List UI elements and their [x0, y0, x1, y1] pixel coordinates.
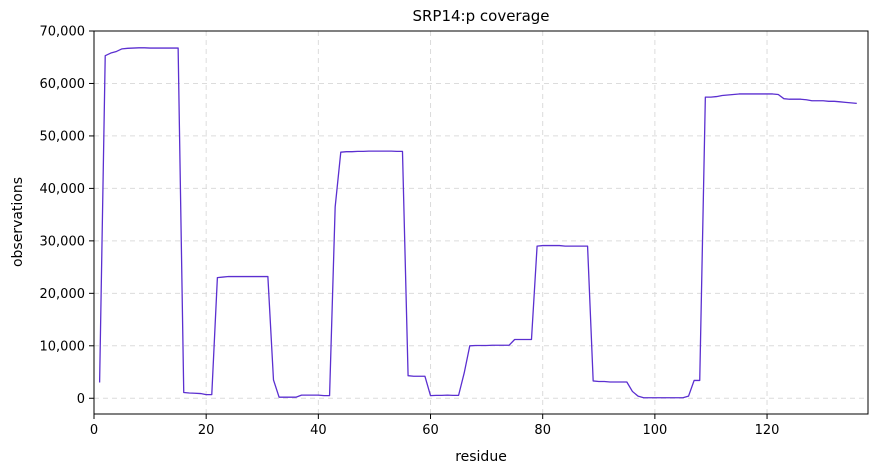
- x-tick-label: 60: [422, 423, 439, 438]
- x-tick-label: 20: [198, 423, 215, 438]
- y-axis-title: observations: [10, 177, 26, 267]
- x-tick-label: 0: [90, 423, 98, 438]
- data-layer: [98, 47, 857, 399]
- gridlines: [94, 30, 868, 414]
- x-tick-label: 120: [755, 423, 780, 438]
- y-tick-label: 10,000: [40, 339, 86, 354]
- y-tick-label: 40,000: [40, 182, 86, 197]
- x-tick-label: 40: [310, 423, 327, 438]
- coverage-line: [98, 47, 857, 399]
- x-axis-ticks: 0 20 40 60 80 100 120: [90, 414, 780, 438]
- y-tick-label: 50,000: [40, 129, 86, 144]
- x-tick-label: 80: [534, 423, 551, 438]
- x-axis-title: residue: [455, 449, 507, 465]
- y-tick-label: 20,000: [40, 287, 86, 302]
- plot-frame: [93, 30, 869, 415]
- y-tick-label: 60,000: [40, 77, 86, 92]
- y-tick-label: 30,000: [40, 234, 86, 249]
- x-tick-label: 100: [642, 423, 667, 438]
- y-tick-label: 0: [77, 392, 85, 407]
- chart-title: SRP14:p coverage: [412, 7, 549, 25]
- y-axis-ticks: 0 10,000 20,000 30,000 40,000 50,000 60,000 70,…: [40, 25, 94, 407]
- y-tick-label: 70,000: [40, 25, 86, 40]
